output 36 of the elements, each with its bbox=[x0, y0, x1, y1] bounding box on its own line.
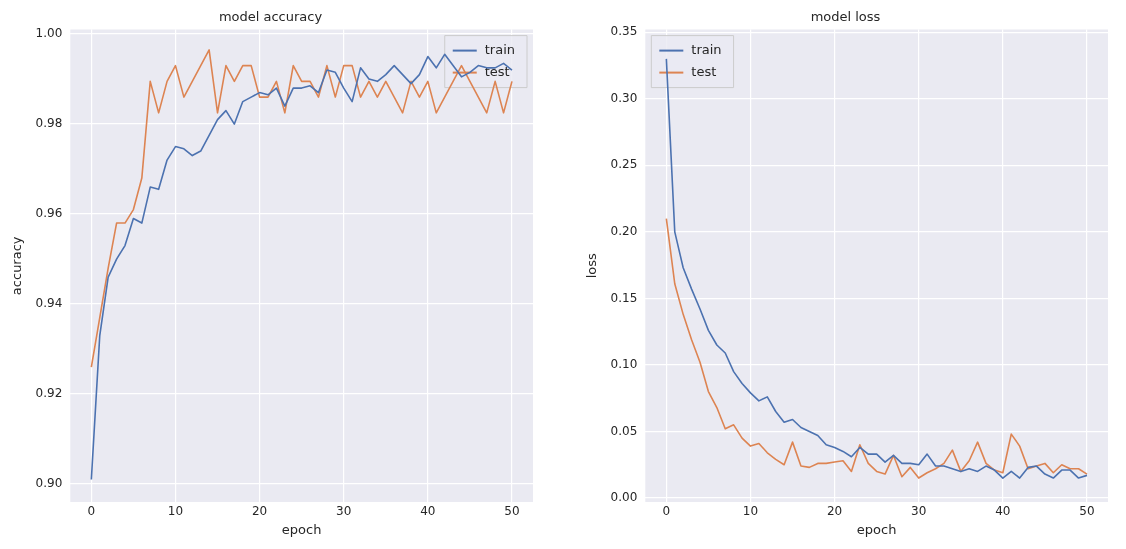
legend-label: train bbox=[691, 41, 722, 57]
x-tick-label: 0 bbox=[87, 504, 96, 519]
y-tick-label: 0.96 bbox=[35, 206, 63, 221]
y-axis-title: loss bbox=[584, 253, 600, 279]
y-tick-label: 0.05 bbox=[610, 423, 638, 438]
legend-label: test bbox=[484, 63, 510, 79]
x-axis-title: epoch bbox=[281, 521, 322, 537]
y-tick-label: 0.92 bbox=[35, 386, 63, 401]
x-tick-label: 20 bbox=[251, 504, 268, 519]
chart-title: model accuracy bbox=[218, 9, 323, 25]
x-tick-label: 30 bbox=[336, 504, 352, 519]
y-tick-label: 0.25 bbox=[610, 157, 638, 172]
y-tick-label: 0.94 bbox=[35, 296, 63, 311]
y-tick-label: 1.00 bbox=[35, 26, 63, 41]
x-tick-label: 10 bbox=[167, 504, 184, 519]
y-tick-label: 0.90 bbox=[35, 476, 63, 491]
x-tick-label: 50 bbox=[504, 504, 520, 519]
x-tick-label: 40 bbox=[420, 504, 436, 519]
x-tick-label: 40 bbox=[995, 504, 1011, 519]
y-tick-label: 0.35 bbox=[610, 24, 638, 39]
x-tick-label: 10 bbox=[742, 504, 759, 519]
x-tick-label: 20 bbox=[826, 504, 843, 519]
x-tick-label: 30 bbox=[911, 504, 927, 519]
legend-label: train bbox=[484, 41, 516, 57]
x-axis-title: epoch bbox=[856, 521, 897, 537]
x-tick-label: 0 bbox=[662, 504, 671, 519]
y-tick-label: 0.15 bbox=[610, 290, 638, 305]
y-tick-label: 0.98 bbox=[35, 116, 63, 131]
y-tick-label: 0.00 bbox=[610, 490, 638, 505]
chart-title: model loss bbox=[810, 9, 881, 25]
y-tick-label: 0.10 bbox=[610, 357, 638, 372]
y-tick-label: 0.20 bbox=[610, 223, 638, 238]
legend-label: test bbox=[691, 63, 717, 79]
y-axis-title: accuracy bbox=[9, 236, 25, 296]
y-tick-label: 0.30 bbox=[610, 90, 638, 105]
x-tick-label: 50 bbox=[1079, 504, 1095, 519]
